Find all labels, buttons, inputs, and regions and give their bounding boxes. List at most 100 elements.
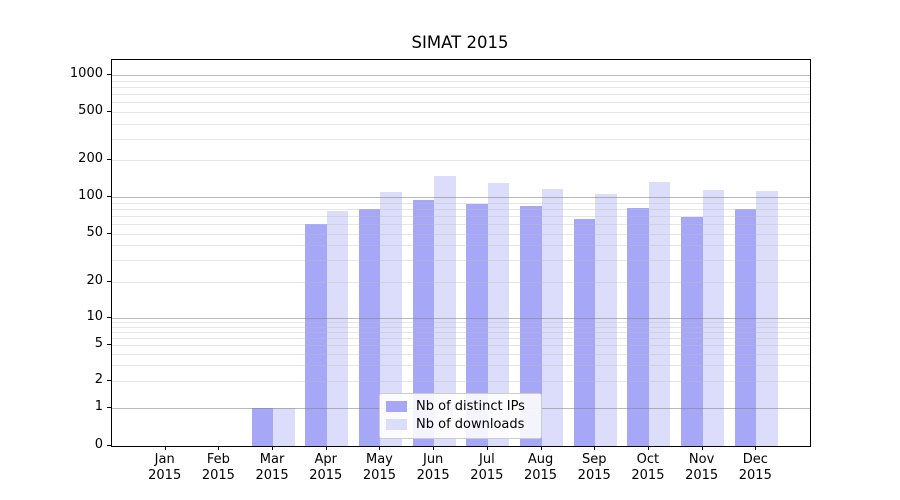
bar-distinct-ips-jun [412,199,435,446]
gridline-minor [112,245,810,247]
gridline-minor [112,102,810,104]
bar-distinct-ips-nov [681,216,703,446]
x-tick-mark [272,446,274,450]
gridline-major [112,197,810,198]
gridline-minor [112,327,810,329]
x-tick-label-apr: Apr 2015 [309,452,343,483]
bar-downloads-jul [487,183,510,446]
gridline-minor [112,322,810,324]
x-tick-label-jan: Jan 2015 [148,452,182,483]
y-tick-mark [107,196,111,197]
legend: Nb of distinct IPs Nb of downloads [379,393,542,439]
bar-distinct-ips-mar [251,408,274,446]
bar-distinct-ips-sep [573,218,596,446]
y-tick-mark [107,280,111,282]
gridline-minor [112,332,810,334]
x-tick-mark [701,446,703,450]
bar-downloads-apr [326,210,349,446]
x-tick-label-oct: Oct 2015 [631,452,665,483]
y-tick-label: 1 [94,399,103,415]
bar-downloads-nov [702,189,725,446]
y-tick-mark [107,445,111,446]
legend-label-downloads: Nb of downloads [416,416,525,432]
gridline-minor [112,381,810,383]
legend-label-distinct-ips: Nb of distinct IPs [416,399,525,415]
y-tick-mark [107,407,111,409]
x-tick-mark [164,446,166,450]
gridline-minor [112,80,810,82]
y-tick-mark [107,380,111,382]
y-tick-mark [107,317,111,319]
bar-distinct-ips-oct [627,208,649,446]
x-tick-mark [379,446,381,450]
x-tick-label-jul: Jul 2015 [470,452,504,483]
legend-swatch-distinct-ips [386,401,407,413]
x-tick-mark [325,446,327,450]
x-tick-label-mar: Mar 2015 [255,452,289,483]
y-tick-mark [107,74,111,75]
gridline-minor [112,338,810,340]
legend-item-distinct-ips: Nb of distinct IPs [386,398,533,416]
y-tick-label: 200 [78,151,103,167]
gridline-minor [112,365,810,367]
chart-title: SIMAT 2015 [411,33,509,52]
gridline-major [112,75,810,76]
gridline-minor [112,223,810,225]
bar-distinct-ips-may [358,208,381,446]
y-tick-mark [107,110,111,112]
gridline-minor [112,233,810,235]
bar-distinct-ips-dec [734,209,757,446]
bar-downloads-mar [273,408,295,446]
y-tick-label: 10 [86,309,103,325]
legend-swatch-downloads [386,418,407,430]
gridline-minor [112,202,810,204]
gridline-minor [112,86,810,88]
y-tick-mark [107,344,111,346]
gridline-minor [112,123,810,125]
y-tick-label: 20 [86,272,103,288]
gridline-minor [112,160,810,162]
x-tick-mark [594,446,596,450]
y-tick-label: 5 [94,336,103,352]
gridline-minor [112,138,810,140]
gridline-minor [112,111,810,113]
gridline-minor [112,260,810,262]
bar-downloads-sep [595,194,617,446]
bar-downloads-aug [541,189,563,446]
x-tick-label-aug: Aug 2015 [523,452,558,483]
y-tick-label: 2 [94,372,103,388]
x-tick-label-feb: Feb 2015 [201,452,235,483]
y-tick-label: 500 [78,102,103,118]
x-tick-label-jun: Jun 2015 [416,452,450,483]
bar-downloads-jun [434,175,456,446]
y-tick-label: 50 [86,224,103,240]
y-tick-label: 100 [78,188,103,203]
y-tick-mark [107,159,111,161]
x-tick-label-dec: Dec 2015 [738,452,772,483]
x-tick-label-may: May 2015 [362,452,396,483]
bar-distinct-ips-jul [466,204,488,446]
bar-distinct-ips-aug [520,206,542,446]
x-tick-mark [540,446,542,450]
bar-distinct-ips-apr [305,223,327,446]
y-tick-label: 1000 [69,66,103,81]
gridline-minor [112,215,810,217]
x-tick-mark [433,446,435,450]
gridline-minor [112,345,810,347]
y-tick-mark [107,232,111,234]
gridline-minor [112,354,810,356]
legend-item-downloads: Nb of downloads [386,416,533,434]
gridline-major [112,318,810,320]
gridline-minor [112,281,810,283]
x-tick-label-sep: Sep 2015 [577,452,611,483]
x-tick-mark [218,446,220,450]
gridline-minor [112,93,810,95]
x-tick-mark [486,446,488,450]
x-tick-label-nov: Nov 2015 [685,452,719,483]
bar-downloads-oct [648,181,671,446]
gridline-minor [112,208,810,210]
x-tick-mark [755,446,757,450]
x-tick-mark [647,446,649,450]
y-tick-label: 0 [94,437,103,452]
